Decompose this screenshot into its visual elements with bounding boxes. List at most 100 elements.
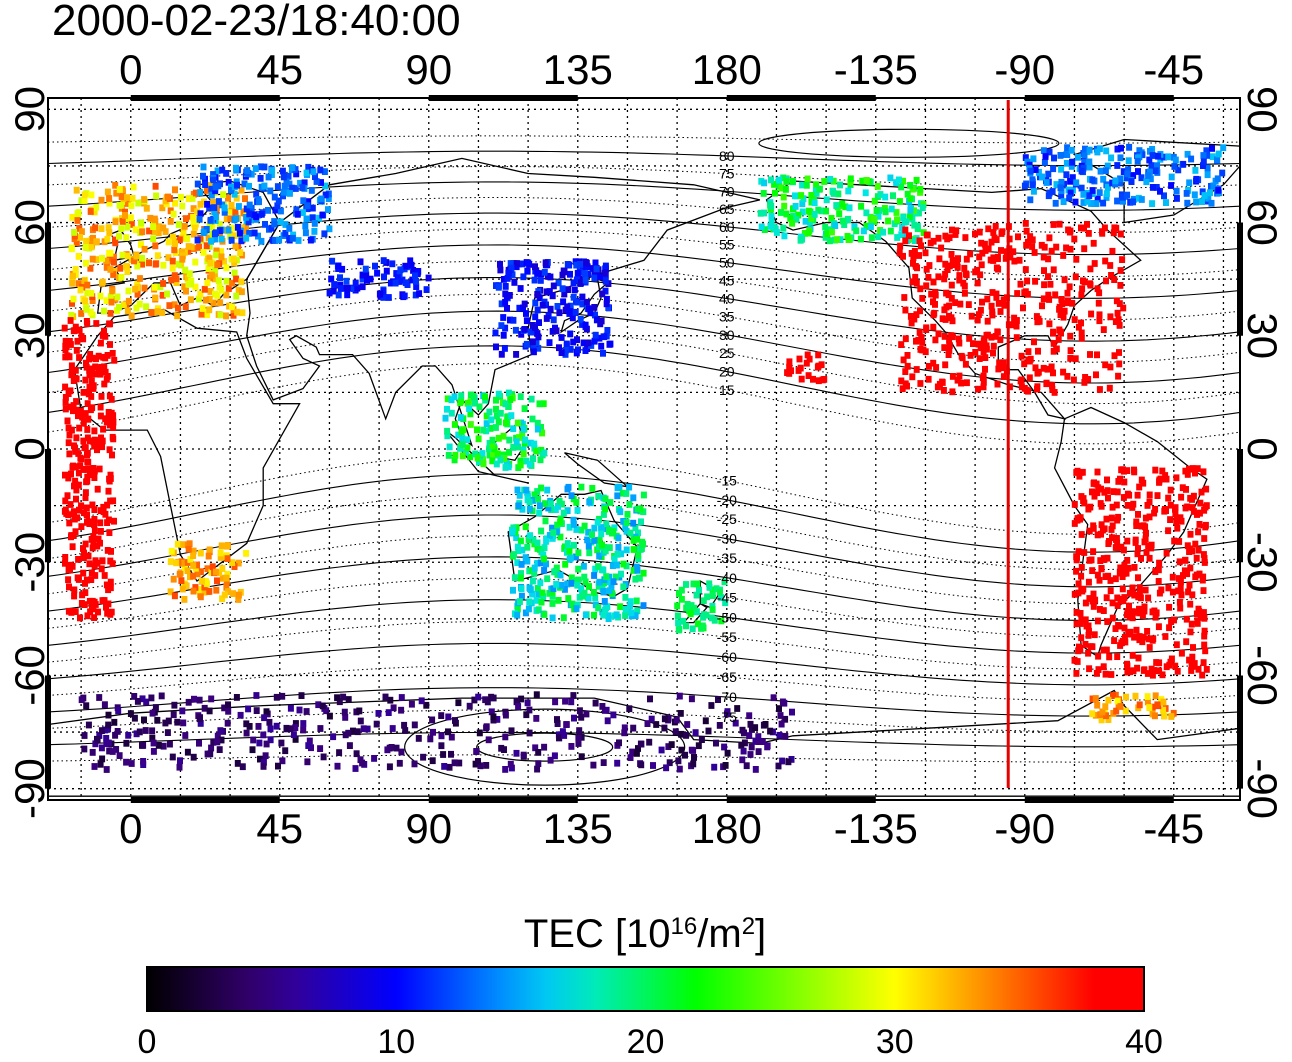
tec-cell <box>582 347 589 354</box>
tec-cell <box>747 751 754 758</box>
tec-cell <box>955 335 962 343</box>
tec-cell <box>739 756 746 764</box>
tec-cell <box>197 210 204 218</box>
tec-cell <box>1124 660 1130 668</box>
tec-cell <box>340 693 347 701</box>
tec-cell <box>1049 382 1056 389</box>
tec-cell <box>1188 663 1195 670</box>
tec-cell <box>412 291 419 299</box>
tec-cell <box>1096 289 1103 297</box>
tec-cell <box>767 223 774 230</box>
tec-cell <box>272 206 279 214</box>
tec-cell <box>155 229 162 237</box>
colorbar-unit-text: ] <box>755 912 766 956</box>
tec-cell <box>1113 224 1120 232</box>
tec-cell <box>1157 475 1164 483</box>
tec-cell <box>1111 352 1118 360</box>
tec-cell <box>1041 267 1047 274</box>
tec-cell <box>206 588 213 595</box>
tec-cell <box>980 348 987 355</box>
tec-cell <box>106 229 113 237</box>
tec-cell <box>128 312 135 320</box>
tec-cell <box>109 287 116 295</box>
tec-cell <box>451 421 458 428</box>
tec-cell <box>1067 347 1074 354</box>
tec-cell <box>139 260 145 268</box>
tec-cell <box>963 255 970 263</box>
tec-cell <box>62 471 68 479</box>
tec-cell <box>537 579 544 587</box>
tec-cell <box>795 211 802 219</box>
tec-cell <box>1195 665 1202 673</box>
tec-cell <box>183 582 190 590</box>
tec-cell <box>176 763 183 771</box>
tec-cell <box>1050 221 1057 228</box>
tec-cell <box>561 586 568 593</box>
tec-cell <box>867 223 874 230</box>
tec-cell <box>574 507 581 514</box>
tec-cell <box>99 278 106 286</box>
tec-cell <box>69 272 76 280</box>
tec-cell <box>75 280 82 287</box>
tec-cell <box>1148 541 1155 549</box>
tec-cell <box>1124 668 1131 676</box>
tec-cell <box>190 205 197 212</box>
tec-cell <box>221 704 228 712</box>
tec-cell <box>1075 323 1082 331</box>
tec-cell <box>87 351 94 358</box>
mlat-label: -30 <box>717 531 737 547</box>
tec-cell <box>62 342 69 350</box>
tec-cell <box>74 217 81 224</box>
tec-cell <box>318 179 324 186</box>
tec-cell <box>674 602 681 610</box>
tec-cell <box>199 305 206 312</box>
tec-cell <box>574 269 581 277</box>
tec-cell <box>464 399 471 407</box>
tec-cell <box>295 237 302 244</box>
tec-cell <box>594 518 601 526</box>
tec-cell <box>1031 249 1038 256</box>
tec-cell <box>118 193 125 201</box>
tec-cell <box>1132 692 1139 700</box>
tec-cell <box>603 300 610 308</box>
tec-cell <box>353 750 360 758</box>
tec-cell <box>575 346 581 354</box>
tec-cell <box>147 214 154 222</box>
tec-cell <box>1187 628 1194 636</box>
tec-cell <box>87 208 94 215</box>
tec-cell <box>207 216 214 224</box>
tec-cell <box>253 190 260 198</box>
tec-cell <box>1061 276 1068 284</box>
tec-cell <box>218 235 225 243</box>
tec-cell <box>979 249 986 257</box>
tec-cell <box>1027 233 1034 240</box>
tec-cell <box>80 419 87 427</box>
tec-cell <box>93 256 100 263</box>
tec-cell <box>634 566 641 574</box>
tec-cell <box>930 323 937 331</box>
tec-cell <box>1131 564 1138 571</box>
tec-cell <box>261 714 268 722</box>
tec-cell <box>789 708 795 716</box>
tec-cell <box>636 574 643 582</box>
tec-cell <box>343 284 350 292</box>
tec-cell <box>974 279 981 287</box>
tec-cell <box>504 305 510 312</box>
tec-cell <box>319 702 326 710</box>
tec-cell <box>105 224 112 231</box>
tec-cell <box>217 299 224 307</box>
tec-cell <box>1136 147 1143 154</box>
tec-cell <box>1091 631 1098 639</box>
tec-cell <box>967 250 974 258</box>
tec-cell <box>108 396 115 403</box>
tec-cell <box>782 186 789 193</box>
tec-cell <box>95 364 102 372</box>
tec-cell <box>171 301 178 309</box>
tec-cell <box>444 432 451 440</box>
tec-cell <box>385 294 392 301</box>
tec-cell <box>321 230 328 238</box>
tec-cell <box>902 226 909 234</box>
tec-cell <box>546 288 553 295</box>
lat-tick-label-left: -30 <box>6 532 53 593</box>
tec-cell <box>823 207 829 215</box>
